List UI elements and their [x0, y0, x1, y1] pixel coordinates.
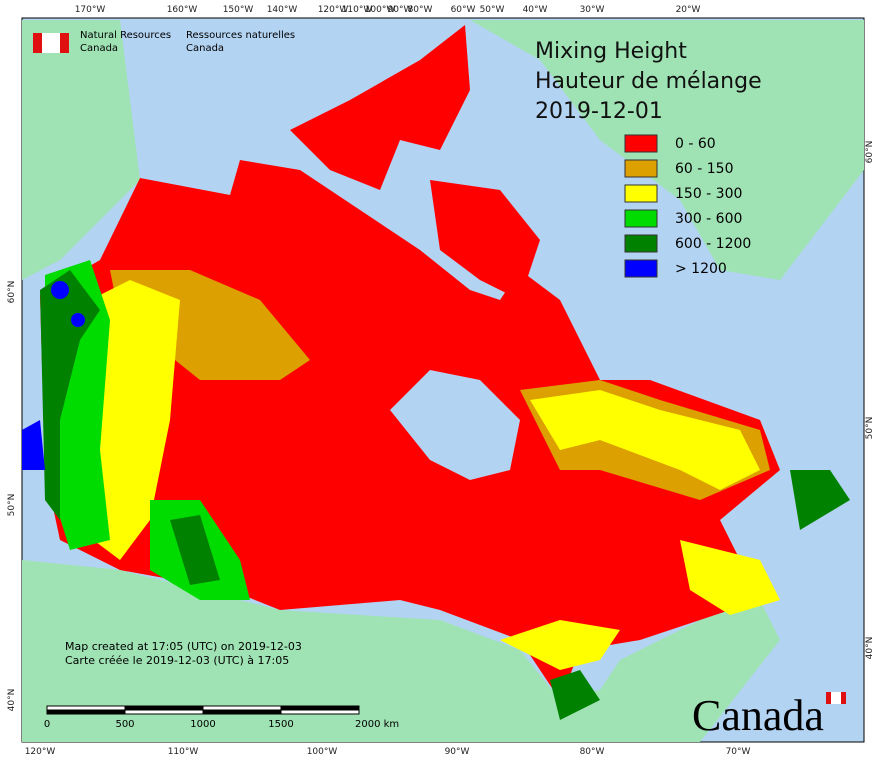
- legend-label: 150 - 300: [675, 186, 742, 202]
- top-axis-label: 150°W: [223, 5, 254, 15]
- legend-swatch: [624, 209, 658, 228]
- top-axis-label: 90°W: [388, 5, 413, 15]
- top-axis-label: 80°W: [408, 5, 433, 15]
- right-axis-label: 50°N: [865, 417, 875, 440]
- left-axis-label: 50°N: [7, 494, 17, 517]
- bottom-axis-label: 70°W: [726, 747, 751, 757]
- agency-en: Natural Resources: [80, 30, 171, 41]
- right-axis-label: 60°N: [865, 141, 875, 164]
- wordmark: Canada: [692, 691, 824, 740]
- top-axis-label: 110°W: [342, 5, 373, 15]
- scale-label: 500: [115, 719, 134, 730]
- top-axis-label: 50°W: [480, 5, 505, 15]
- scale-label: 1500: [268, 719, 293, 730]
- top-axis-label: 60°W: [451, 5, 476, 15]
- top-axis-label: 160°W: [167, 5, 198, 15]
- bottom-axis-label: 80°W: [580, 747, 605, 757]
- agency-en: Canada: [80, 43, 118, 54]
- title: Hauteur de mélange: [535, 69, 762, 94]
- title: Mixing Height: [535, 39, 687, 64]
- header: Natural Resources Canada Ressources natu…: [33, 30, 295, 54]
- bottom-axis-label: 110°W: [168, 747, 199, 757]
- top-axis-label: 20°W: [676, 5, 701, 15]
- bottom-axis-label: 100°W: [307, 747, 338, 757]
- legend-swatch: [624, 234, 658, 253]
- top-axis-label: 170°W: [75, 5, 106, 15]
- canada-land: [22, 25, 850, 720]
- top-axis-label: 100°W: [365, 5, 396, 15]
- scale-label: 1000: [190, 719, 215, 730]
- agency-fr: Canada: [186, 43, 224, 54]
- date: 2019-12-01: [535, 99, 663, 124]
- scale-label: 2000 km: [355, 719, 399, 730]
- top-axis-label: 40°W: [523, 5, 548, 15]
- legend-label: 600 - 1200: [675, 236, 751, 252]
- agency-fr: Ressources naturelles: [186, 30, 295, 41]
- note: Carte créée le 2019-12-03 (UTC) à 17:05: [65, 654, 289, 667]
- legend-label: 60 - 150: [675, 161, 734, 177]
- left-axis-label: 60°N: [7, 281, 17, 304]
- legend-swatch: [624, 134, 658, 153]
- legend-swatch: [624, 259, 658, 278]
- flag: [831, 692, 841, 704]
- top-axis-label: 120°W: [318, 5, 349, 15]
- bottom-axis-label: 120°W: [25, 747, 56, 757]
- note: Map created at 17:05 (UTC) on 2019-12-03: [65, 640, 302, 653]
- legend-label: > 1200: [675, 261, 727, 277]
- legend-swatch: [624, 184, 658, 203]
- bottom-axis-label: 90°W: [445, 747, 470, 757]
- scale-label: 0: [44, 719, 50, 730]
- legend-label: 300 - 600: [675, 211, 742, 227]
- top-axis-label: 140°W: [267, 5, 298, 15]
- left-axis-label: 40°N: [7, 689, 17, 712]
- right-axis-label: 40°N: [865, 637, 875, 660]
- top-axis-label: 30°W: [580, 5, 605, 15]
- legend-label: 0 - 60: [675, 136, 716, 152]
- scale-bar: [46, 705, 360, 715]
- legend-swatch: [624, 159, 658, 178]
